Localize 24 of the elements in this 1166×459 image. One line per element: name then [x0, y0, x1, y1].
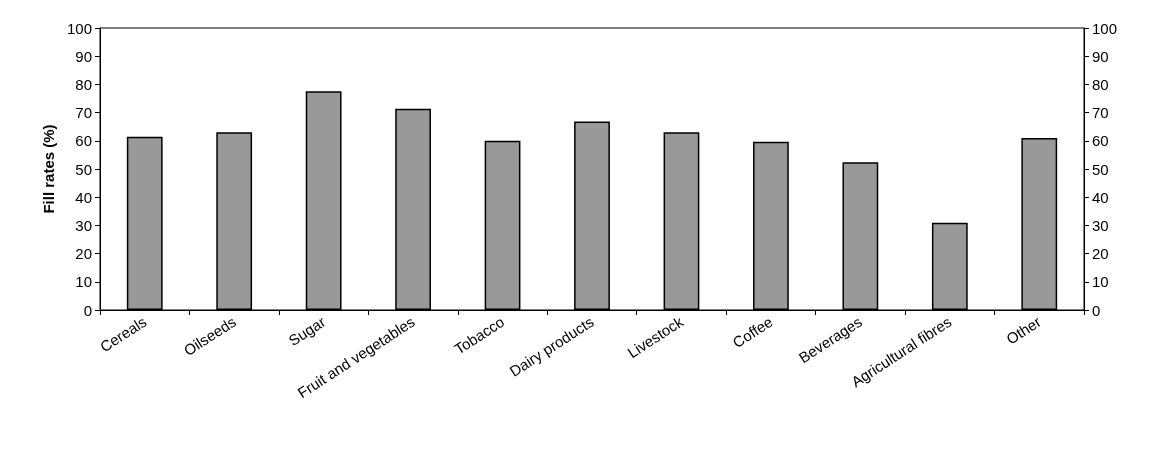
y-tick-label: 30 [75, 216, 92, 234]
y-tick-label: 60 [75, 132, 92, 150]
y-tick-label: 90 [75, 47, 92, 65]
y-tick-label: 100 [66, 19, 92, 37]
y2-tick-label: 30 [1092, 216, 1109, 234]
y2-tick-label: 10 [1092, 273, 1109, 291]
y-tick-label: 0 [83, 301, 92, 319]
y2-tick-label: 100 [1092, 19, 1118, 37]
y2-tick-label: 80 [1092, 75, 1109, 93]
y2-tick-label: 40 [1092, 188, 1109, 206]
y2-tick-label: 50 [1092, 160, 1109, 178]
y-tick-label: 50 [75, 160, 92, 178]
y2-tick-label: 70 [1092, 104, 1109, 122]
y-tick-label: 70 [75, 104, 92, 122]
y-tick-label: 20 [75, 245, 92, 263]
y-tick-label: 80 [75, 75, 92, 93]
y2-tick-label: 0 [1092, 301, 1101, 319]
y-tick-label: 40 [75, 188, 92, 206]
y-tick-label: 10 [75, 273, 92, 291]
y-axis-title: Fill rates (%) [40, 124, 58, 214]
y2-tick-label: 60 [1092, 132, 1109, 150]
x-tick-label: Other [1003, 312, 1044, 348]
y2-tick-label: 20 [1092, 245, 1109, 263]
y2-tick-label: 90 [1092, 47, 1109, 65]
